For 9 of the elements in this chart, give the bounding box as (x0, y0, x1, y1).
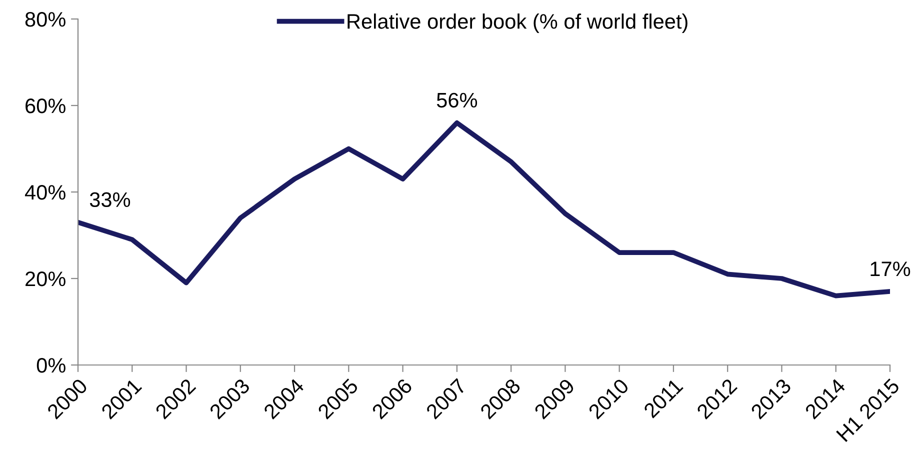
legend-label: Relative order book (% of world fleet) (348, 14, 688, 33)
data-label: 33% (90, 192, 130, 208)
y-tick-label: 60% (26, 98, 66, 114)
data-label: 17% (870, 262, 910, 276)
data-label: 56% (436, 92, 478, 108)
y-tick-label: 0% (36, 358, 66, 373)
y-tick-label: 40% (24, 185, 66, 200)
y-tick-label: 20% (26, 272, 66, 286)
y-tick-label: 80% (25, 12, 66, 27)
